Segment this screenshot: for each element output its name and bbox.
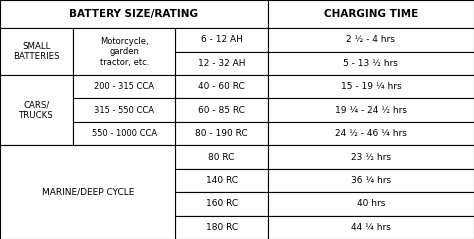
Bar: [268, 192, 474, 216]
Bar: [175, 28, 268, 52]
Bar: [268, 52, 474, 75]
Text: 60 - 85 RC: 60 - 85 RC: [198, 106, 245, 115]
Text: CHARGING TIME: CHARGING TIME: [324, 9, 418, 19]
Text: 40 hrs: 40 hrs: [357, 199, 385, 208]
Bar: [268, 28, 474, 52]
Bar: [268, 98, 474, 122]
Text: 5 - 13 ½ hrs: 5 - 13 ½ hrs: [344, 59, 398, 68]
Text: BATTERY SIZE/RATING: BATTERY SIZE/RATING: [69, 9, 199, 19]
Text: MARINE/DEEP CYCLE: MARINE/DEEP CYCLE: [42, 188, 134, 197]
Text: 80 RC: 80 RC: [209, 152, 235, 162]
Text: 24 ½ - 46 ¼ hrs: 24 ½ - 46 ¼ hrs: [335, 129, 407, 138]
Text: 12 - 32 AH: 12 - 32 AH: [198, 59, 246, 68]
Bar: [73, 75, 175, 98]
Text: CARS/
TRUCKS: CARS/ TRUCKS: [19, 100, 54, 120]
Text: Motorcycle,
garden
tractor, etc.: Motorcycle, garden tractor, etc.: [100, 37, 149, 66]
Text: 180 RC: 180 RC: [206, 223, 237, 232]
Bar: [175, 145, 268, 169]
Text: 6 - 12 AH: 6 - 12 AH: [201, 35, 243, 44]
Bar: [0, 0, 268, 28]
Text: SMALL
BATTERIES: SMALL BATTERIES: [13, 42, 60, 61]
Text: 19 ¼ - 24 ½ hrs: 19 ¼ - 24 ½ hrs: [335, 106, 407, 115]
Text: 80 - 190 RC: 80 - 190 RC: [195, 129, 248, 138]
Bar: [73, 28, 175, 75]
Text: 15 - 19 ¼ hrs: 15 - 19 ¼ hrs: [341, 82, 401, 91]
Bar: [0, 28, 73, 75]
Text: 315 - 550 CCA: 315 - 550 CCA: [94, 106, 155, 115]
Bar: [268, 122, 474, 145]
Text: 140 RC: 140 RC: [206, 176, 237, 185]
Bar: [175, 52, 268, 75]
Bar: [175, 122, 268, 145]
Bar: [0, 75, 73, 145]
Bar: [268, 0, 474, 28]
Text: 40 - 60 RC: 40 - 60 RC: [198, 82, 245, 91]
Bar: [268, 75, 474, 98]
Bar: [175, 75, 268, 98]
Bar: [175, 192, 268, 216]
Text: 23 ½ hrs: 23 ½ hrs: [351, 152, 391, 162]
Bar: [0, 145, 175, 239]
Bar: [268, 169, 474, 192]
Bar: [175, 216, 268, 239]
Bar: [268, 216, 474, 239]
Text: 160 RC: 160 RC: [206, 199, 237, 208]
Bar: [73, 98, 175, 122]
Bar: [73, 122, 175, 145]
Text: 200 - 315 CCA: 200 - 315 CCA: [94, 82, 155, 91]
Bar: [175, 169, 268, 192]
Bar: [175, 98, 268, 122]
Text: 550 - 1000 CCA: 550 - 1000 CCA: [92, 129, 157, 138]
Bar: [268, 145, 474, 169]
Text: 2 ½ - 4 hrs: 2 ½ - 4 hrs: [346, 35, 395, 44]
Text: 36 ¼ hrs: 36 ¼ hrs: [351, 176, 391, 185]
Text: 44 ¼ hrs: 44 ¼ hrs: [351, 223, 391, 232]
